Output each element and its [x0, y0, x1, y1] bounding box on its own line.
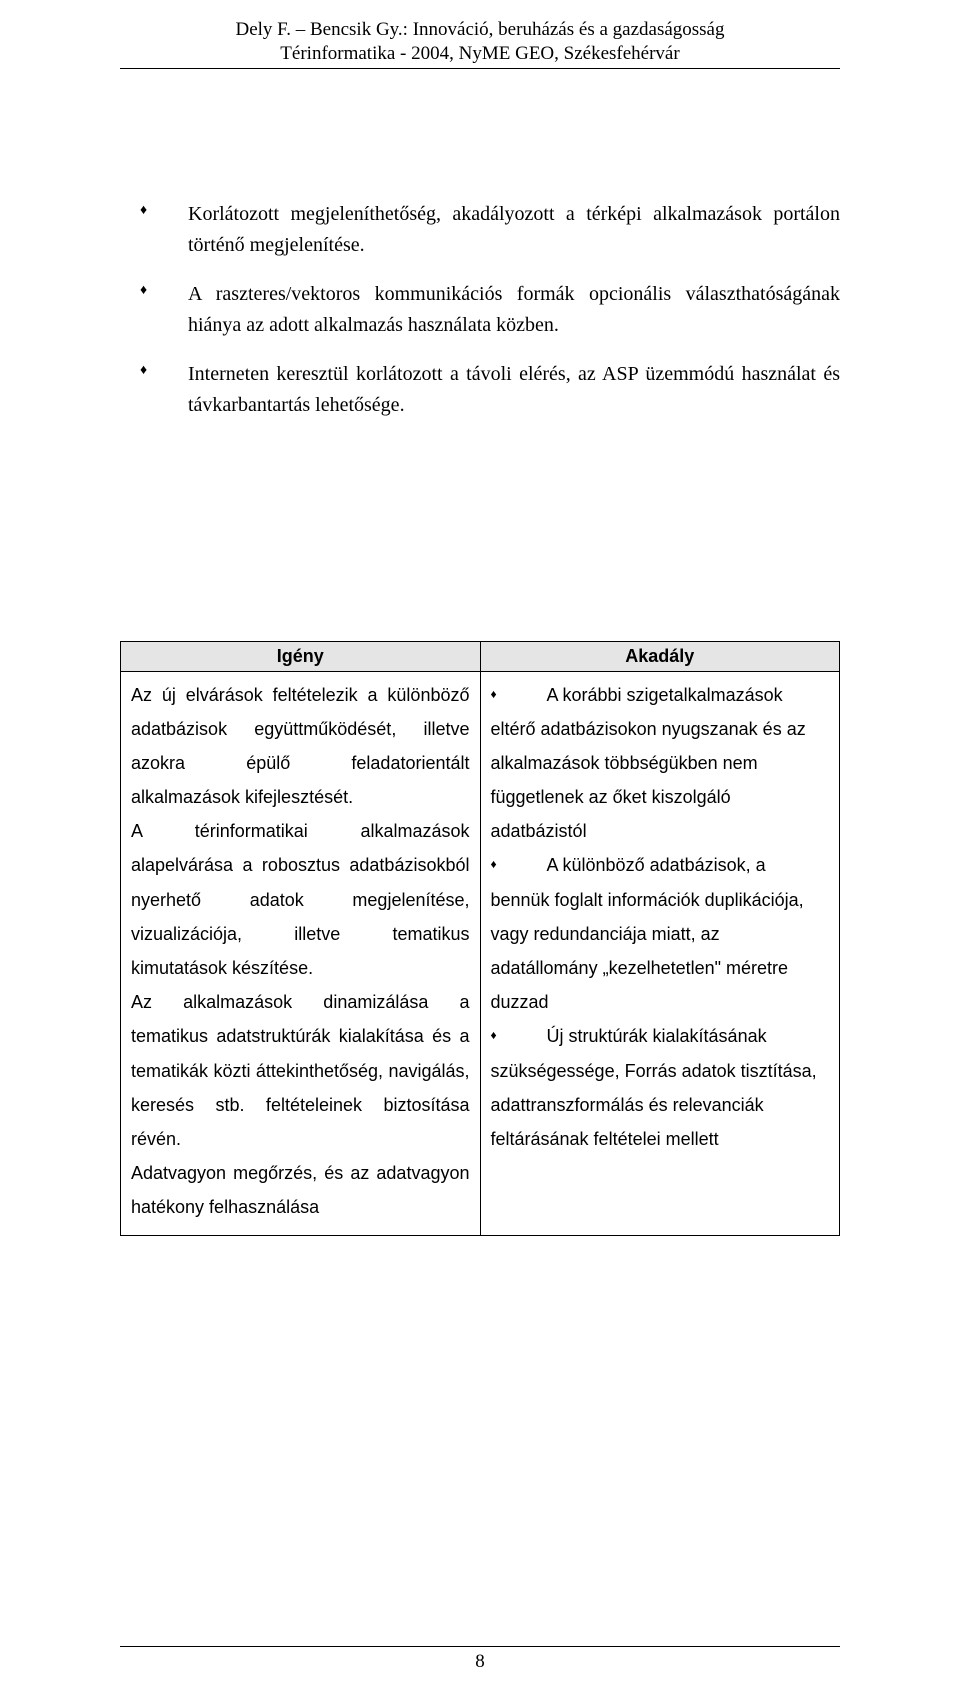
- table-header-row: Igény Akadály: [121, 641, 840, 671]
- column-header-right: Akadály: [480, 641, 840, 671]
- main-bullet-list: ♦ Korlátozott megjeleníthetőség, akadály…: [120, 199, 840, 421]
- bullet-item: ♦ Korlátozott megjeleníthetőség, akadály…: [120, 199, 840, 261]
- diamond-icon: ♦: [491, 1019, 511, 1053]
- page-footer: 8: [0, 1646, 960, 1673]
- bullet-item: ♦ Interneten keresztül korlátozott a táv…: [120, 359, 840, 421]
- page-header: Dely F. – Bencsik Gy.: Innováció, beruhá…: [120, 18, 840, 69]
- diamond-icon: ♦: [491, 848, 511, 882]
- footer-rule: [120, 1646, 840, 1647]
- bullet-text: Interneten keresztül korlátozott a távol…: [188, 359, 840, 421]
- right-bullet-first-line: A különböző adatbázisok, a: [547, 848, 830, 882]
- right-bullet-cont: bennük foglalt információk duplikációja,…: [491, 883, 830, 1020]
- header-line-2: Térinformatika - 2004, NyME GEO, Székesf…: [120, 42, 840, 69]
- table-body-row: Az új elvárások feltételezik a különböző…: [121, 671, 840, 1235]
- diamond-icon: ♦: [491, 678, 511, 712]
- diamond-icon: ♦: [120, 359, 188, 421]
- left-cell-text: Az új elvárások feltételezik a különböző…: [131, 685, 470, 1218]
- right-bullet-item: ♦ A különböző adatbázisok, a: [491, 848, 830, 882]
- right-bullet-first-line: Új struktúrák kialakításának: [547, 1019, 830, 1053]
- right-bullet-item: ♦ A korábbi szigetalkalmazások: [491, 678, 830, 712]
- right-bullet-cont: szükségessége, Forrás adatok tisztítása,…: [491, 1054, 830, 1157]
- bullet-item: ♦ A raszteres/vektoros kommunikációs for…: [120, 279, 840, 341]
- right-bullet-first-line: A korábbi szigetalkalmazások: [547, 678, 830, 712]
- bullet-text: Korlátozott megjeleníthetőség, akadályoz…: [188, 199, 840, 261]
- diamond-icon: ♦: [120, 199, 188, 261]
- bullet-text: A raszteres/vektoros kommunikációs formá…: [188, 279, 840, 341]
- diamond-icon: ♦: [120, 279, 188, 341]
- page-number: 8: [0, 1651, 960, 1673]
- column-header-left: Igény: [121, 641, 481, 671]
- table-cell-left: Az új elvárások feltételezik a különböző…: [121, 671, 481, 1235]
- content-table: Igény Akadály Az új elvárások feltételez…: [120, 641, 840, 1236]
- header-line-1: Dely F. – Bencsik Gy.: Innováció, beruhá…: [236, 19, 725, 40]
- right-bullet-cont: eltérő adatbázisokon nyugszanak és az al…: [491, 712, 830, 849]
- right-bullet-item: ♦ Új struktúrák kialakításának: [491, 1019, 830, 1053]
- table-cell-right: ♦ A korábbi szigetalkalmazások eltérő ad…: [480, 671, 840, 1235]
- content-table-wrap: Igény Akadály Az új elvárások feltételez…: [120, 641, 840, 1236]
